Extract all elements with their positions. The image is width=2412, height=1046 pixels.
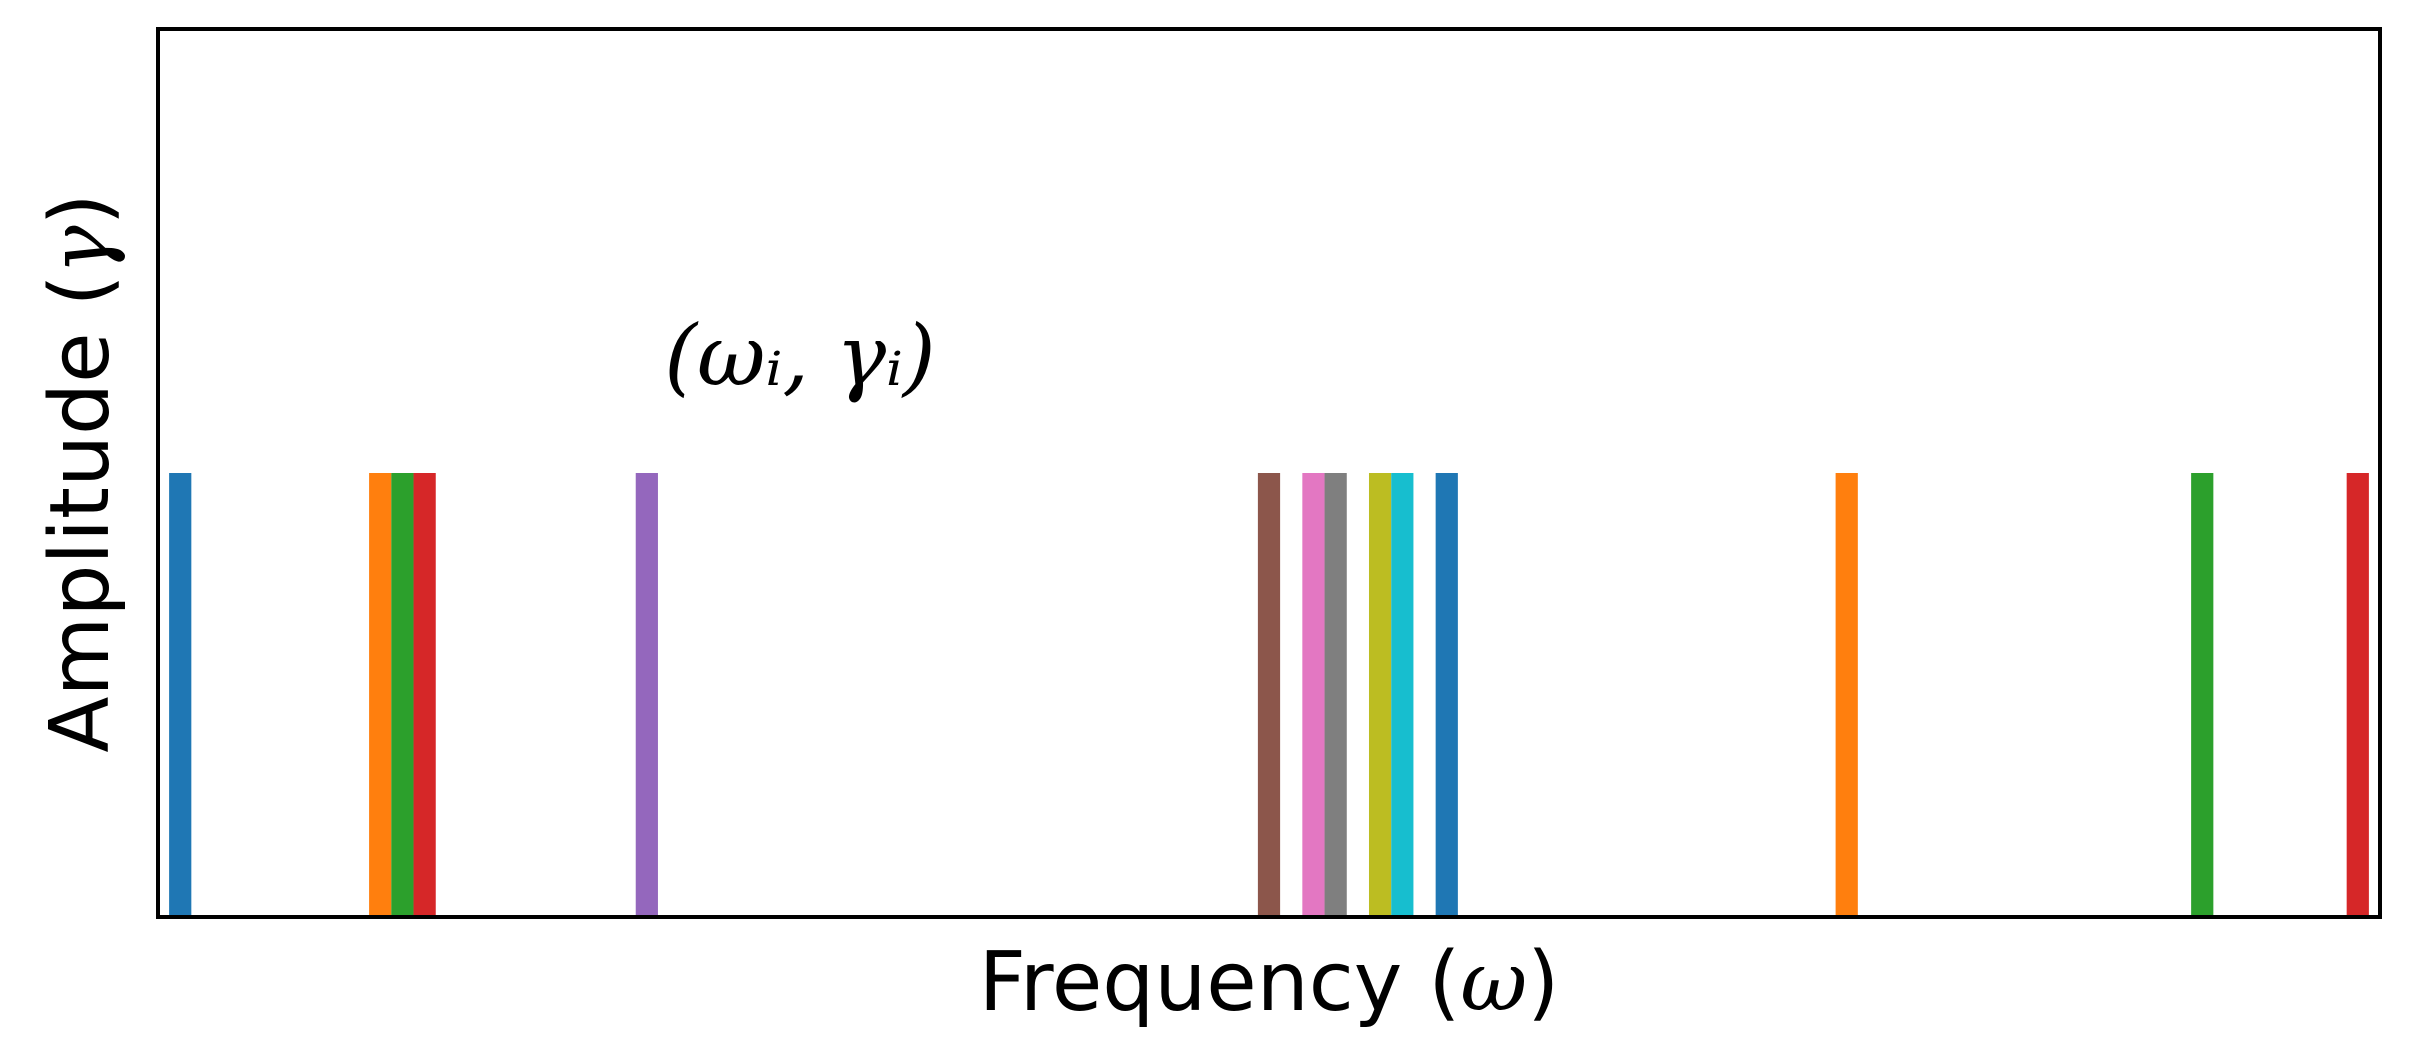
x-axis-label-text: Frequency: [979, 935, 1403, 1030]
bar-5: [635, 473, 658, 917]
x-axis-label: Frequency (ω): [979, 935, 1560, 1030]
bar-14: [2346, 473, 2369, 917]
y-axis-label: Amplitude (γ): [33, 193, 128, 752]
bar-12: [1835, 473, 1858, 917]
bars: [169, 473, 2369, 917]
bar-2: [369, 473, 392, 917]
y-axis-symbol: γ: [33, 224, 128, 274]
bar-13: [2191, 473, 2214, 917]
bar-3: [391, 473, 414, 917]
y-axis-label-text: Amplitude: [33, 332, 128, 752]
x-axis-symbol: ω: [1460, 935, 1527, 1030]
bar-9: [1368, 473, 1392, 917]
bar-1: [169, 473, 192, 917]
annotation-label: (ωᵢ, γᵢ): [664, 307, 935, 405]
bar-4: [413, 473, 436, 917]
bar-7: [1302, 473, 1325, 917]
bar-10: [1391, 473, 1414, 917]
bar-11: [1435, 473, 1458, 917]
plot-frame: [156, 27, 2382, 919]
bar-6: [1257, 473, 1281, 917]
bar-8: [1324, 473, 1347, 917]
